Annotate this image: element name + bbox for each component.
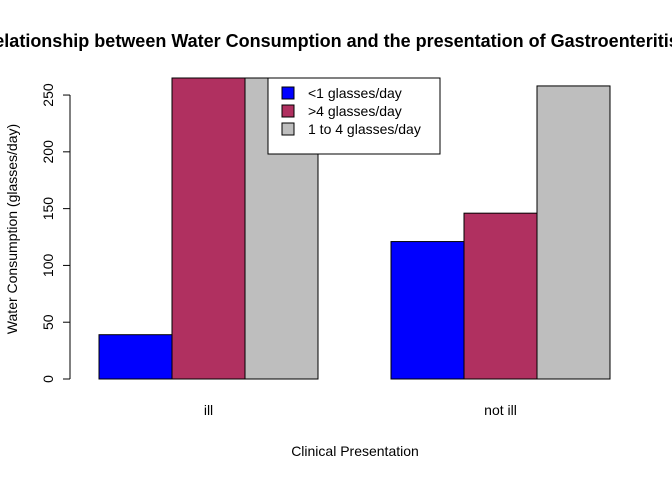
bar: [536, 85, 611, 380]
x-tick-label: not ill: [484, 402, 517, 418]
y-axis-title: Water Consumption (glasses/day): [4, 124, 20, 334]
bar: [390, 241, 465, 380]
bar: [463, 212, 538, 380]
y-tick-label: 50: [40, 314, 56, 330]
bar: [98, 334, 173, 380]
chart-title: Relationship between Water Consumption a…: [0, 31, 672, 51]
legend-swatch: [281, 122, 295, 136]
x-axis-title: Clinical Presentation: [291, 443, 419, 459]
legend-box: [267, 77, 441, 155]
legend-label: >4 glasses/day: [308, 103, 402, 119]
y-tick-label: 150: [40, 197, 56, 221]
y-tick-label: 200: [40, 140, 56, 164]
x-axis-labels: ill not ill: [204, 402, 517, 418]
bars: [98, 77, 611, 380]
y-tick-label: 100: [40, 254, 56, 278]
y-axis: 0 50 100 150 200 250: [40, 83, 71, 383]
legend: <1 glasses/day >4 glasses/day 1 to 4 glass…: [267, 77, 441, 155]
legend-label: <1 glasses/day: [308, 85, 402, 101]
y-tick-label: 250: [40, 83, 56, 107]
legend-swatch: [281, 86, 295, 100]
y-tick-label: 0: [40, 375, 56, 383]
x-tick-label: ill: [204, 402, 213, 418]
legend-swatch: [281, 104, 295, 118]
legend-label: 1 to 4 glasses/day: [308, 121, 421, 137]
bar: [171, 77, 246, 380]
